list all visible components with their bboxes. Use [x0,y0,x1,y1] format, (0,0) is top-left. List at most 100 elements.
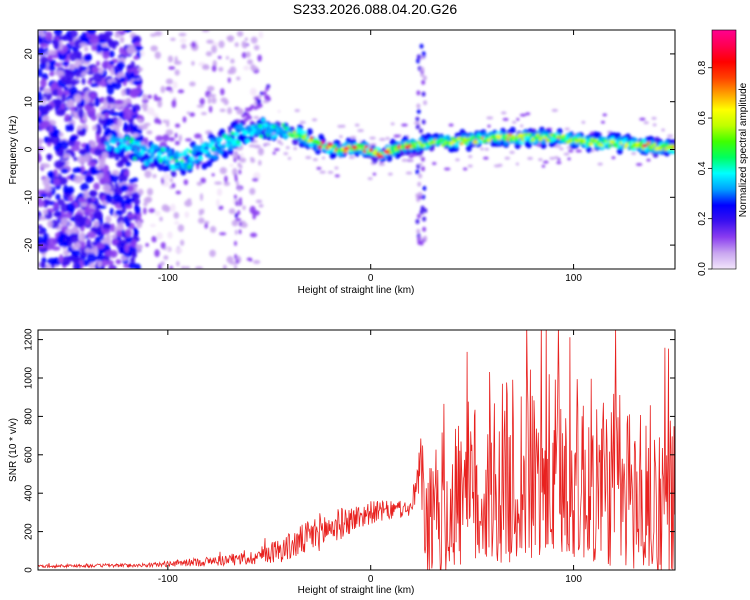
spectrogram-blob [159,216,163,222]
spectrogram-blob [121,208,127,214]
spectrogram-blob [178,152,184,158]
spectrogram-blob [219,108,226,113]
spectrogram-blob [76,167,82,173]
spectrogram-blob [53,39,60,49]
spectrogram-blob [253,172,261,180]
spectrogram-blob [551,108,559,112]
spectrogram-blob [53,178,61,186]
spectrogram-blob [172,81,178,89]
spectrogram-blob [241,52,247,59]
spectrogram-blob [162,134,170,142]
spectrogram-blob [378,137,386,141]
spectrogram-blob [121,155,128,163]
spectrogram-blob [202,149,206,154]
spectrogram-blob [167,55,174,63]
spectrogram-blob [109,207,114,217]
spectrogram-blob [405,171,413,175]
spectrogram-blob [502,117,509,121]
spectrogram-blob [106,177,111,185]
spectrogram-blob [237,155,241,161]
spectrogram-blob [128,178,135,184]
snr-x-tick-label: 100 [565,574,582,585]
spectrogram-blob [305,156,312,160]
spectrogram-blob [198,155,204,161]
spectrogram-blob [165,86,173,91]
spectrogram-blob [53,211,60,217]
spectrogram-blob [191,60,195,66]
spectrogram-blob [641,143,648,148]
spectrogram-blob [165,129,174,136]
spectrogram-blob [395,149,400,153]
spectrogram-blob [162,155,168,161]
spectrogram-blob [125,237,133,244]
spectrogram-blob [91,44,97,51]
spectrogram-blob [38,36,43,45]
spectrogram-blob [184,211,190,218]
spectrogram-blob [73,213,83,222]
spectrogram-blob [173,211,180,219]
spectrogram-blob [418,191,423,197]
spectrogram-blob [102,49,110,60]
snr-x-axis-label: Height of straight line (km) [298,585,415,596]
spectrogram-blob [133,227,138,233]
spectrogram-blob [232,141,238,147]
spectrogram-blob [93,220,100,228]
spectrogram-blob [144,170,152,179]
spectrogram-blob [448,123,454,127]
spectrogram-blob [421,166,426,172]
snr-y-tick-label: 600 [24,446,35,463]
spectrogram-blob [417,240,422,246]
spectrogram-blob [160,85,166,93]
spectrogram-blob [105,233,111,242]
spectrogram-blob [416,54,421,60]
spectrogram-blob [62,255,72,266]
spectrogram-blob [169,177,174,183]
spectrogram-blob [348,155,355,159]
spectrogram-blob [158,159,163,163]
spectrogram-blob [149,153,155,159]
spectrogram-blob [102,222,111,230]
spectrogram-blob [191,149,197,155]
spectrogram-blob [206,159,213,167]
spectrogram-blob [219,128,226,136]
spectrogram-blob [312,158,318,162]
spectrogram-blob [211,173,215,177]
spectrogram-blob [209,154,214,158]
spectrogram-x-axis-label: Height of straight line (km) [298,285,415,296]
spectrogram-blob [632,137,638,143]
spectrogram-blob [567,149,574,153]
spectrogram-x-tick-label: 0 [368,273,374,284]
spectrogram-blob [227,107,232,115]
spectrogram-blob [128,261,137,269]
spectrogram-blob [38,115,43,124]
spectrogram-blob [389,145,394,150]
spectrogram-blob [252,260,261,264]
spectrogram-blob [643,121,649,125]
spectrogram-blob [66,81,77,87]
spectrogram-blob [417,181,422,187]
spectrogram-blob [100,47,110,52]
spectrogram-blob [47,237,57,248]
spectrogram-blob [103,98,108,109]
spectrogram-blob [244,117,249,122]
spectrogram-blob [111,234,117,239]
spectrogram-blob [487,124,491,128]
spectrogram-blob [293,146,298,150]
spectrogram-blob [147,94,153,99]
spectrogram-blob [450,136,455,141]
spectrogram-blob [200,112,207,116]
spectrogram-blob [38,146,45,151]
spectrogram-blob [207,85,215,92]
spectrogram-blob [401,123,408,127]
spectrogram-blob [564,127,570,131]
spectrogram-blob [493,138,498,142]
spectrogram-blob [235,258,239,264]
spectrogram-blob [212,60,217,67]
spectrogram-blob [161,204,169,212]
spectrogram-blob [214,181,222,185]
spectrogram-blob [47,257,57,266]
spectrogram-blob [133,198,141,206]
spectrogram-blob [40,78,47,88]
spectrogram-y-tick-label: -10 [24,190,35,205]
